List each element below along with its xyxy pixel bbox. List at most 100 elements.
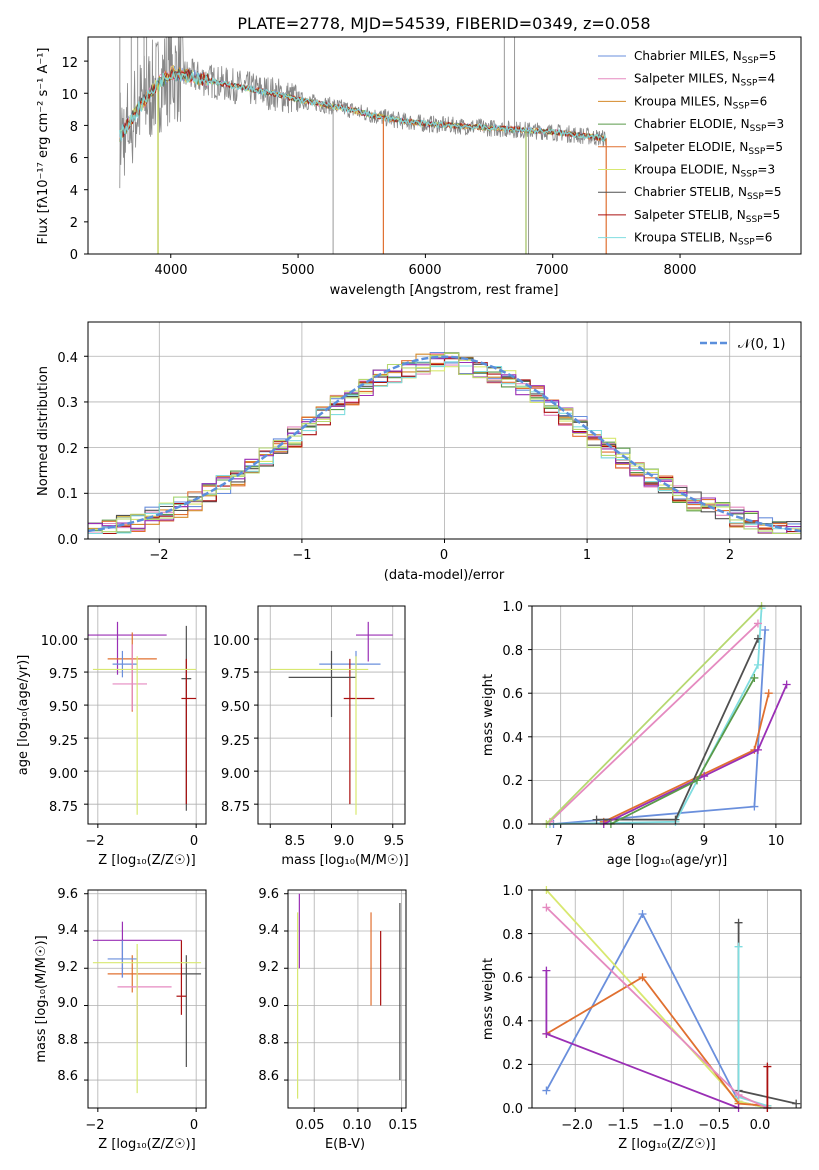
- weight-marker: [763, 1062, 772, 1071]
- xtick: 6000: [408, 263, 441, 278]
- weight-marker: [671, 815, 680, 824]
- ytick: 8.6: [258, 1069, 279, 1084]
- legend-label-tail: =5: [764, 185, 782, 199]
- weight-marker: [638, 973, 647, 982]
- xtick: 8.5: [285, 834, 306, 849]
- ytick: 1.0: [502, 600, 523, 615]
- ytick: 0.8: [502, 644, 523, 659]
- ytick: 4: [70, 184, 78, 199]
- panel-frame: [257, 605, 406, 825]
- xlabel: age [log₁₀(age/yr)]: [607, 853, 728, 868]
- legend-label-sub: SSP: [748, 147, 765, 157]
- ytick: 0.4: [502, 1015, 523, 1030]
- age-vs-metallicity-plot: [84, 606, 206, 828]
- mass-vs-ebv-plot: [284, 890, 406, 1112]
- spectrum-title: PLATE=2778, MJD=54539, FIBERID=0349, z=0…: [237, 14, 650, 33]
- legend-label-sub: SSP: [742, 56, 759, 66]
- spectrum-xlabel: wavelength [Angstrom, rest frame]: [330, 283, 559, 298]
- xlabel: Z [log₁₀(Z/Z☉)]: [618, 1137, 715, 1152]
- panel-frame: [531, 605, 802, 825]
- xtick: 0.15: [389, 1118, 418, 1133]
- legend-label-main: Kroupa MILES, N: [634, 94, 733, 108]
- xtick: −0.5: [698, 1118, 730, 1133]
- weight-vs-metallicity-panel: −2.0 −1.5 −1.0 −0.5 0.0 0.0 0.2 0.4 0.6 …: [481, 884, 802, 1152]
- xtick: 0.05: [296, 1118, 325, 1133]
- ytick: 8.8: [57, 1033, 78, 1048]
- age-vs-metallicity-panel: −2 0 8.75 9.00 9.25 9.50 9.75 10.00 Z [l…: [16, 605, 207, 868]
- ytick: 9.50: [49, 700, 78, 715]
- panel-frame: [531, 889, 802, 1109]
- mass-vs-metallicity-panel: −2 0 8.6 8.8 9.0 9.2 9.4 9.6 Z [log₁₀(Z/…: [34, 887, 207, 1152]
- weight-marker: [734, 1090, 743, 1099]
- weight-series: [545, 976, 768, 1107]
- spectrum-xticks: 4000 5000 6000 7000 8000: [154, 263, 696, 278]
- weight-marker: [764, 689, 773, 698]
- weight-vs-age-panel: 7 8 9 10 0.0 0.2 0.4 0.6 0.8 1.0 age [lo…: [481, 600, 802, 868]
- xtick: 10: [768, 834, 785, 849]
- legend-label-tail: =3: [766, 117, 784, 131]
- ytick: 10.00: [213, 634, 250, 649]
- residuals-ylabel: Normed distribution: [36, 366, 51, 496]
- legend-label: Chabrier ELODIE, NSSP=3: [634, 117, 784, 134]
- observed-spectrum: [119, 37, 607, 189]
- ytick: 9.75: [49, 667, 78, 682]
- legend-label: Salpeter ELODIE, NSSP=5: [634, 140, 783, 157]
- ytick: 9.50: [221, 700, 250, 715]
- legend-label-main: Salpeter STELIB, N: [634, 208, 746, 222]
- ytick: 9.2: [258, 960, 279, 975]
- legend-label-tail: =6: [750, 94, 768, 108]
- weight-series: [596, 638, 759, 821]
- xtick: 4000: [154, 263, 187, 278]
- model-spectrum: [119, 70, 607, 142]
- ytick: 0: [70, 248, 78, 263]
- ytick: 2: [70, 216, 78, 231]
- age-vs-mass-plot: [254, 606, 405, 828]
- legend-gaussian-label: 𝒩(0, 1): [738, 337, 785, 352]
- ylabel: mass [log₁₀(M/M☉)]: [34, 935, 49, 1062]
- weight-marker: [753, 660, 762, 669]
- weight-marker: [750, 673, 759, 682]
- xtick: −2: [149, 548, 168, 563]
- ylabel: mass weight: [481, 958, 496, 1040]
- ytick: 9.4: [57, 923, 78, 938]
- weight-marker: [753, 745, 762, 754]
- weight-marker: [542, 1086, 551, 1095]
- gaussian-curve: [87, 355, 802, 533]
- ytick: 9.00: [221, 767, 250, 782]
- ytick: 9.0: [57, 996, 78, 1011]
- xlabel: mass [log₁₀(M/M☉)]: [281, 853, 408, 868]
- ylabel: age [log₁₀(age/yr)]: [16, 655, 31, 776]
- ytick: 8.75: [221, 800, 250, 815]
- weight-series: [545, 889, 768, 1109]
- xtick: −1.0: [652, 1118, 684, 1133]
- legend-label: Kroupa MILES, NSSP=6: [634, 94, 767, 111]
- residuals-frame: [87, 321, 802, 540]
- ytick: 0.0: [502, 818, 523, 833]
- ytick: 0.0: [502, 1102, 523, 1117]
- ytick: 8.6: [57, 1069, 78, 1084]
- age-vs-mass-panel: 8.5 9.0 9.5 8.75 9.00 9.25 9.50 9.75 10.…: [213, 605, 409, 868]
- legend-label-tail: =3: [757, 163, 775, 177]
- ylabel: mass weight: [481, 674, 496, 756]
- weight-series: [603, 684, 788, 825]
- xlabel: E(B-V): [325, 1137, 365, 1152]
- legend-label-main: Chabrier STELIB, N: [634, 185, 747, 199]
- ytick: 6: [70, 152, 78, 167]
- parameter-panels: −2 0 8.75 9.00 9.25 9.50 9.75 10.00 Z [l…: [16, 600, 802, 1152]
- ytick: 8: [70, 120, 78, 135]
- ytick: 12: [61, 56, 78, 71]
- spectrum-ylabel: Flux [fλ10⁻¹⁷ erg cm⁻² s⁻¹ A⁻¹]: [36, 48, 51, 245]
- weight-series: [549, 622, 759, 823]
- legend-label-main: Chabrier MILES, N: [634, 49, 742, 63]
- ytick: 9.6: [258, 887, 279, 902]
- legend-label-main: Kroupa STELIB, N: [634, 231, 738, 245]
- legend-label-sub: SSP: [738, 238, 755, 248]
- xtick: 0: [190, 834, 198, 849]
- xtick: 9: [700, 834, 708, 849]
- xtick: −2.0: [561, 1118, 593, 1133]
- ytick: 0.6: [502, 687, 523, 702]
- ytick: 9.2: [57, 960, 78, 975]
- xtick: −2: [85, 1118, 104, 1133]
- residuals-panel: −2 −1 0 1 2 0.0 0.1 0.2 0.3 0.4 (data-mo…: [36, 321, 802, 583]
